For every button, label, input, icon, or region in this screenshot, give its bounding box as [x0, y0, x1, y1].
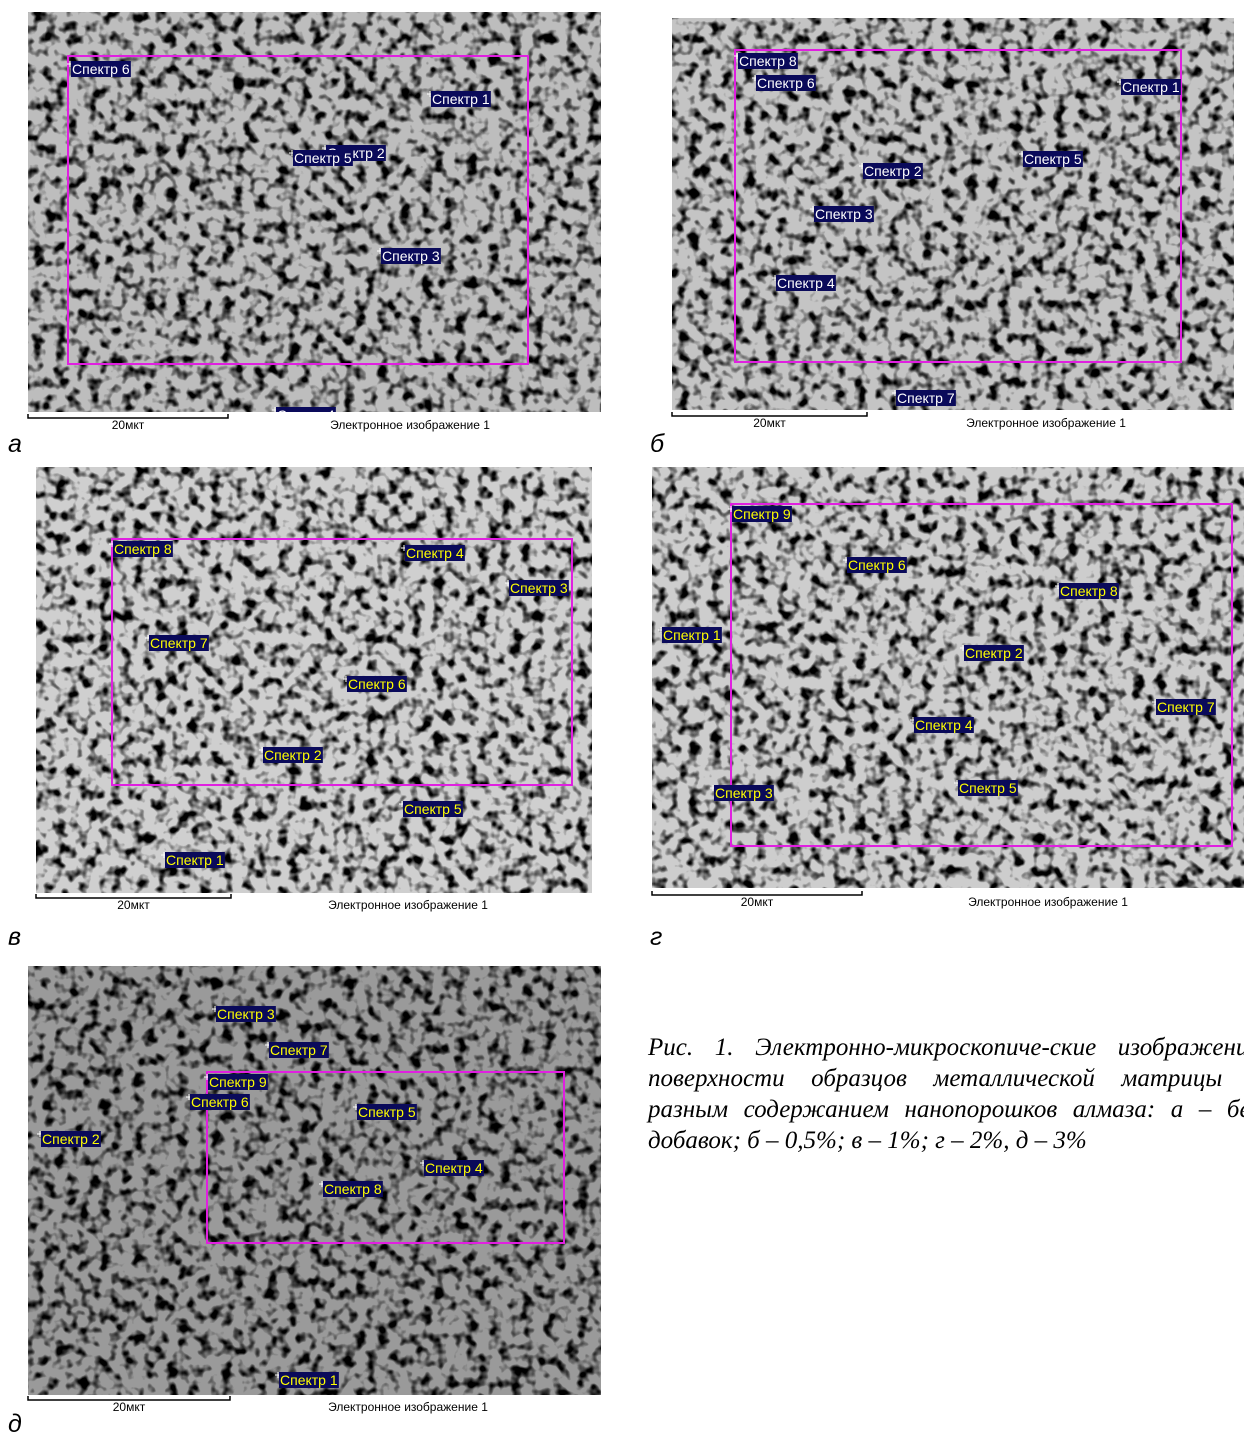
image-label: Электронное изображение 1 — [330, 418, 490, 432]
spectrum-label: Спектр 7 — [1157, 699, 1215, 715]
image-label: Электронное изображение 1 — [968, 895, 1128, 909]
page: Спектр 6Спектр 1Спектр 2Спектр 5Спектр 3… — [0, 0, 1244, 1443]
spectrum-label: Спектр 3 — [815, 206, 873, 222]
spectrum-label: Спектр 5 — [404, 801, 462, 817]
spectrum-label: Спектр 8 — [1060, 583, 1118, 599]
spectrum-label: Спектр 6 — [348, 676, 406, 692]
spectrum-label: Спектр 7 — [270, 1042, 328, 1058]
spectrum-label: Спектр 6 — [191, 1094, 249, 1110]
spectrum-label: Спектр 6 — [848, 557, 906, 573]
spectrum-label: Спектр 8 — [324, 1181, 382, 1197]
image-label: Электронное изображение 1 — [328, 898, 488, 912]
micrograph-panel: Спектр 8 Спектр 6 Спектр 1 Спектр 2 Спектр 5… — [672, 18, 1234, 410]
spectrum-label: Спектр 1 — [663, 627, 721, 643]
spectrum-label: Спектр 8 — [114, 541, 172, 557]
panel-letter: б — [650, 430, 665, 458]
spectrum-label: Спектр 9 — [733, 506, 791, 522]
image-label: Электронное изображение 1 — [328, 1400, 488, 1414]
spectrum-label: Спектр 4 — [406, 545, 464, 561]
spectrum-label: Спектр 4 — [277, 407, 335, 423]
spectrum-label: Спектр 1 — [1122, 79, 1180, 95]
spectrum-label: Спектр 3 — [715, 785, 773, 801]
spectrum-label: Спектр 3 — [382, 248, 440, 264]
spectrum-label: Спектр 3 — [217, 1006, 275, 1022]
spectrum-label: Спектр 9 — [209, 1074, 267, 1090]
image-label: Электронное изображение 1 — [966, 416, 1126, 430]
scale-label: 20мкт — [117, 898, 150, 912]
spectrum-label: Спектр 1 — [432, 91, 490, 107]
spectrum-label: Спектр 5 — [1024, 151, 1082, 167]
panel-letter: г — [650, 923, 662, 951]
spectrum-label: Спектр 2 — [264, 747, 322, 763]
spectrum-label: Спектр 2 — [965, 645, 1023, 661]
spectrum-label: Спектр 6 — [72, 61, 130, 77]
panel-letter: в — [8, 923, 21, 951]
micrograph-panel: Спектр 6Спектр 1Спектр 2Спектр 5Спектр 3… — [28, 12, 601, 423]
spectrum-label: Спектр 1 — [280, 1372, 338, 1388]
scale-label: 20мкт — [741, 895, 774, 909]
panel-letter: д — [8, 1410, 22, 1438]
spectrum-label: Спектр 2 — [864, 163, 922, 179]
spectrum-label: Спектр 7 — [150, 635, 208, 651]
micrograph-panel: Спектр 9 Спектр 6 Спектр 8 Спектр 1 Спектр 2… — [652, 467, 1244, 888]
micrograph-grain — [652, 467, 1244, 888]
scale-label: 20мкт — [113, 1400, 146, 1414]
spectrum-label: Спектр 5 — [959, 780, 1017, 796]
panel-letter: а — [8, 430, 22, 458]
spectrum-label: Спектр 3 — [510, 580, 568, 596]
spectrum-label: Спектр 7 — [897, 390, 955, 406]
spectrum-label: Спектр 8 — [739, 53, 797, 69]
spectrum-label: Спектр 6 — [757, 75, 815, 91]
spectrum-label: Спектр 4 — [777, 275, 835, 291]
scale-label: 20мкт — [753, 416, 786, 430]
spectrum-label: Спектр 4 — [425, 1160, 483, 1176]
spectrum-label: Спектр 5 — [294, 150, 352, 166]
figure-caption: Рис. 1. Электронно-микроскопиче-ские изо… — [648, 1032, 1244, 1156]
spectrum-label: Спектр 5 — [358, 1104, 416, 1120]
spectrum-label: Спектр 2 — [42, 1131, 100, 1147]
spectrum-label: Спектр 1 — [166, 852, 224, 868]
figure: Спектр 6Спектр 1Спектр 2Спектр 5Спектр 3… — [0, 0, 1244, 1443]
micrograph-grain — [28, 966, 601, 1395]
scale-label: 20мкт — [112, 418, 145, 432]
micrograph-panel: Спектр 8 Спектр 4 Спектр 3 Спектр 7 Спектр 6… — [36, 467, 592, 893]
spectrum-label: Спектр 4 — [915, 717, 973, 733]
micrograph-grain — [36, 467, 592, 893]
